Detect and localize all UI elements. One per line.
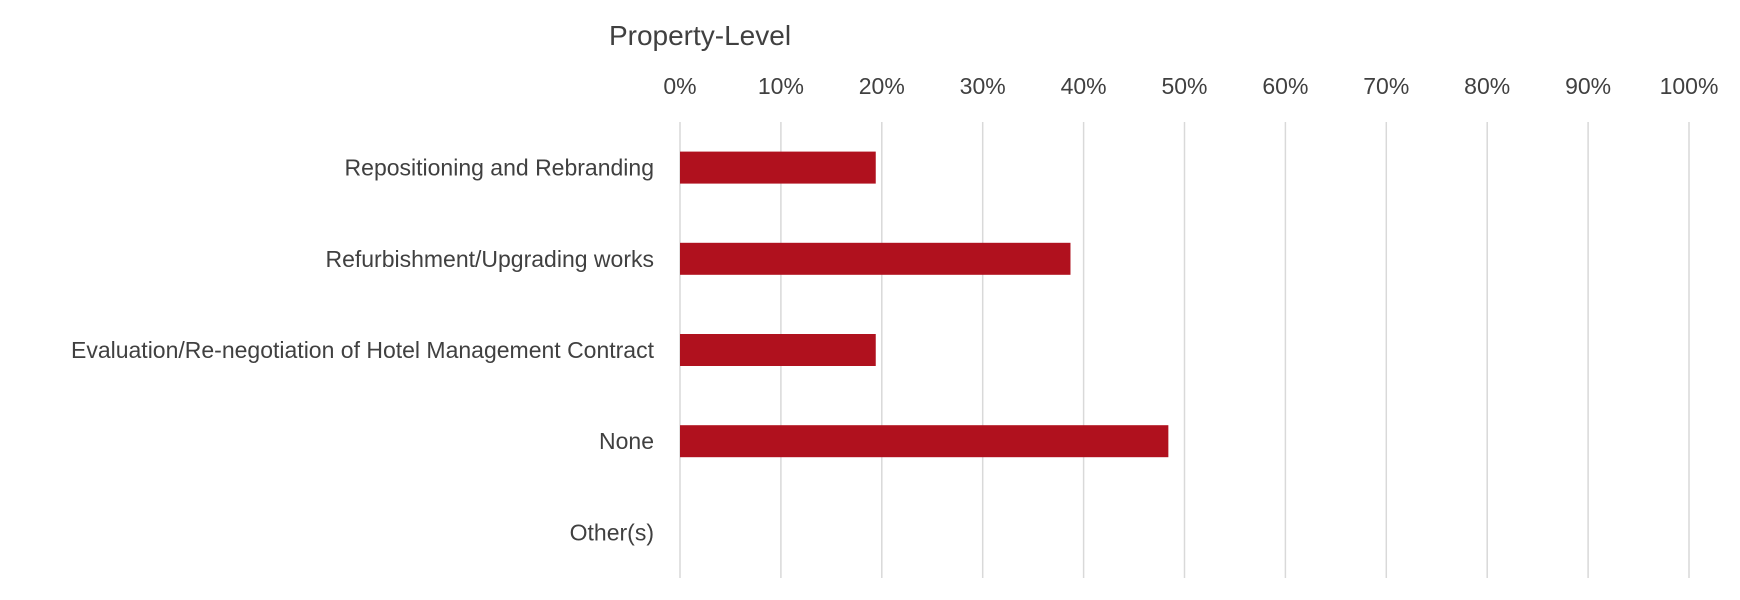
x-tick-label: 60% [1262,73,1308,99]
x-tick-label: 70% [1363,73,1409,99]
bar [680,151,876,184]
bar [680,334,876,366]
x-tick-label: 40% [1061,73,1107,99]
category-label: Evaluation/Re-negotiation of Hotel Manag… [71,337,655,363]
x-tick-label: 90% [1565,73,1611,99]
bars [680,151,1169,458]
category-label: Other(s) [570,519,654,545]
x-tick-label: 100% [1660,73,1719,99]
x-tick-label: 0% [663,73,696,99]
category-labels: Repositioning and Rebranding Refurbishmen… [71,155,655,546]
x-tick-label: 10% [758,73,804,99]
x-tick-label: 30% [960,73,1006,99]
category-label: Refurbishment/Upgrading works [325,246,654,272]
x-tick-label: 20% [859,73,905,99]
chart-title: Property-Level [608,20,792,51]
bar [680,425,1169,458]
x-tick-label: 80% [1464,73,1510,99]
category-label: None [599,428,654,454]
x-tick-label: 50% [1161,73,1207,99]
bar [680,242,1071,275]
category-label: Repositioning and Rebranding [345,155,654,181]
x-axis-ticks: 0% 10% 20% 30% 40% 50% 60% 70% 80% 90% 100% [663,73,1718,99]
